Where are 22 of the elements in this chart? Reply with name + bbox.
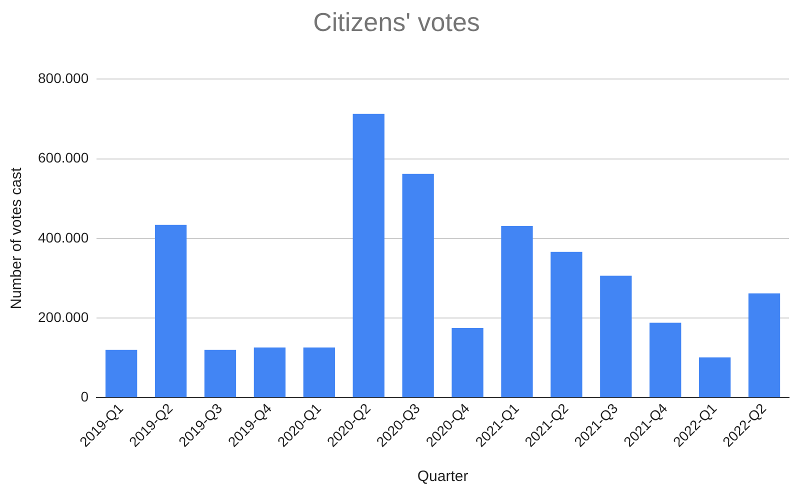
bar (154, 224, 187, 398)
bar (600, 276, 632, 398)
chart-title: Citizens' votes (313, 6, 480, 37)
y-tick-label: 400.000 (38, 229, 89, 246)
y-tick-label: 0 (80, 388, 89, 404)
bar (352, 114, 384, 398)
bar (748, 293, 780, 398)
bar (550, 252, 582, 398)
bar (402, 174, 434, 398)
bar (698, 357, 731, 398)
y-tick-label: 200.000 (38, 308, 89, 325)
x-axis-title: Quarter (417, 468, 468, 486)
y-axis-title: Number of votes cast (8, 166, 26, 310)
bar (254, 347, 286, 398)
bar (650, 322, 682, 398)
bar (204, 350, 236, 398)
bar (501, 226, 533, 398)
y-tick-label: 600.000 (38, 150, 89, 166)
bar (303, 347, 335, 398)
y-tick-label: 800.000 (38, 70, 89, 86)
bar (452, 328, 484, 398)
bar (106, 350, 138, 398)
